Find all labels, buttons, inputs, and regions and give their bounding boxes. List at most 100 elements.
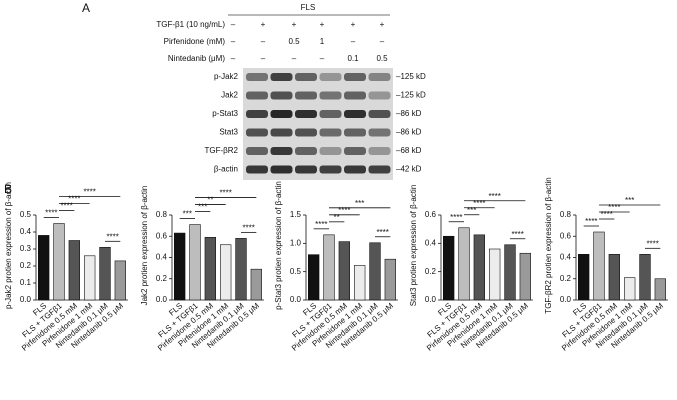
y-tick-label: 0.2 <box>425 267 437 276</box>
significance-label: **** <box>106 232 118 241</box>
treatment-entry: + <box>320 20 325 29</box>
blot-band <box>344 73 366 81</box>
y-tick-label: 0.6 <box>425 210 437 219</box>
bar <box>504 244 516 301</box>
treatment-entry: – <box>380 37 385 46</box>
y-tick-label: 0.0 <box>290 295 302 304</box>
treatment-entry: 0.5 <box>288 37 300 46</box>
significance-label: *** <box>625 196 634 205</box>
significance-label: *** <box>198 203 207 212</box>
y-tick-label: 0.2 <box>560 274 572 283</box>
bar <box>235 238 247 301</box>
blot-band <box>246 165 268 174</box>
y-tick-label: 0.0 <box>425 295 437 304</box>
bar <box>442 235 455 301</box>
blot-band <box>368 73 391 81</box>
significance-label: ** <box>207 196 213 205</box>
y-tick-label: 0.4 <box>560 253 572 262</box>
bar <box>220 244 232 301</box>
bar <box>250 268 262 301</box>
blot-band <box>368 147 391 155</box>
y-tick-label: 0.0 <box>156 295 168 304</box>
blot-band <box>270 73 293 81</box>
band-label: p-Jak2 <box>214 72 239 81</box>
blot-band <box>368 91 391 100</box>
significance-label: **** <box>242 223 254 232</box>
blot-band <box>246 91 268 100</box>
bar <box>189 224 201 301</box>
significance-label: **** <box>68 195 80 204</box>
band-label: Stat3 <box>219 128 238 137</box>
significance-label: **** <box>450 213 462 222</box>
bar <box>458 227 470 301</box>
blot-band <box>270 128 293 137</box>
significance-label: **** <box>315 220 327 229</box>
band-size: –86 kD <box>396 109 422 118</box>
y-axis-label: p-Stat3 protien expression of β-actin <box>274 181 283 310</box>
bar <box>323 234 335 301</box>
significance-label: **** <box>585 217 597 226</box>
treatment-entry: + <box>380 20 385 29</box>
blot-band <box>295 91 317 100</box>
y-tick-label: 0.5 <box>290 267 302 276</box>
treatment-entry: – <box>351 37 356 46</box>
blot-band <box>270 91 293 100</box>
significance-label: **** <box>219 189 231 198</box>
significance-label: **** <box>488 192 500 201</box>
treatment-entry: – <box>292 54 297 63</box>
band-label: p-Stat3 <box>212 109 238 118</box>
band-size: –125 kD <box>396 91 426 100</box>
blot-band <box>270 110 293 118</box>
treatment-entry: + <box>351 20 356 29</box>
blot-band <box>319 128 342 137</box>
bar <box>593 231 605 301</box>
significance-label: **** <box>608 203 620 212</box>
y-tick-label: 0.2 <box>20 261 32 270</box>
band-size: –68 kD <box>396 146 422 155</box>
treatment-entry: – <box>231 54 236 63</box>
y-axis-label: Jak2 protien expression of β-actin <box>140 186 149 306</box>
bar <box>307 254 320 301</box>
y-tick-label: 0.1 <box>20 278 32 287</box>
blot-header: FLS <box>301 3 316 12</box>
significance-label: **** <box>338 206 350 215</box>
bar <box>37 235 50 301</box>
bar <box>204 237 216 301</box>
blot-background <box>243 68 393 180</box>
band-size: –42 kD <box>396 165 422 174</box>
y-axis-label: TGF-βR2 protien expression of β-actin <box>544 177 553 313</box>
bar <box>99 247 111 301</box>
blot-band <box>270 165 293 174</box>
panel-label: B <box>4 182 12 196</box>
y-tick-label: 0.4 <box>156 253 168 262</box>
blot-band <box>270 147 293 155</box>
bar <box>639 254 651 301</box>
blot-band <box>319 73 342 81</box>
significance-label: **** <box>376 228 388 237</box>
treatment-entry: – <box>231 37 236 46</box>
blot-band <box>344 91 366 100</box>
significance-label: **** <box>646 239 658 248</box>
y-tick-label: 0.8 <box>560 210 572 219</box>
blot-band <box>246 73 268 81</box>
band-size: –86 kD <box>396 128 422 137</box>
bar <box>577 254 590 301</box>
blot-band <box>368 165 391 174</box>
y-tick-label: 0.5 <box>20 210 32 219</box>
y-tick-label: 1.0 <box>290 238 302 247</box>
bar <box>608 254 621 301</box>
treatment-entry: – <box>231 20 236 29</box>
bar <box>384 258 397 301</box>
blot-band <box>295 128 317 137</box>
blot-band <box>295 147 317 155</box>
bar <box>369 242 381 301</box>
blot-band <box>319 147 342 155</box>
band-label: β-actin <box>214 165 238 174</box>
y-tick-label: 0.0 <box>20 295 32 304</box>
treatment-entry: 1 <box>320 37 325 46</box>
y-tick-label: 1.5 <box>290 210 302 219</box>
treatment-label: TGF-β1 (10 ng/mL) <box>156 20 225 29</box>
y-tick-label: 0.8 <box>156 210 168 219</box>
blot-band <box>246 128 268 137</box>
